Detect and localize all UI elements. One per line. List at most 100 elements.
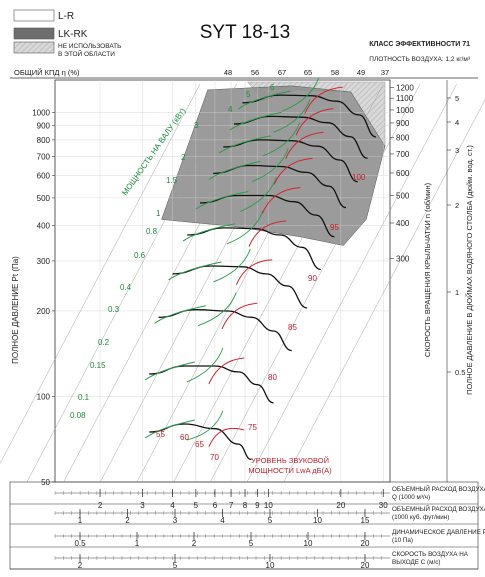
power-value: 0.08 xyxy=(70,411,86,420)
y-tick-label: 500 xyxy=(37,194,51,203)
power-value: 0.8 xyxy=(146,227,158,236)
scale-tick-label: 15 xyxy=(361,516,370,525)
efficiency-axis-label: ОБЩИЙ КПД η (%) xyxy=(14,68,80,77)
noise-value: 70 xyxy=(210,453,219,462)
scale-label-2: (10 Па) xyxy=(392,537,413,544)
y-tick-label: 400 xyxy=(37,221,51,230)
power-curves xyxy=(144,77,320,441)
y-tick-label: 700 xyxy=(37,152,51,161)
power-value: 0.6 xyxy=(134,251,146,260)
noise-value: 80 xyxy=(268,373,277,382)
power-value: 0.3 xyxy=(108,305,120,314)
power-curve xyxy=(186,347,224,383)
noise-curve xyxy=(248,220,287,247)
scale-tick-label: 5 xyxy=(194,501,199,510)
y-axis: 50 100 200 300 400 500 600 700 800 900 1000 xyxy=(32,108,55,487)
scale-tick-label: 5 xyxy=(249,539,254,548)
power-value: 0.4 xyxy=(120,283,132,292)
power-curve xyxy=(186,410,224,441)
power-value: 4 xyxy=(228,105,233,114)
inch-tick-label: 1 xyxy=(455,288,459,297)
efficiency-tick: 48 xyxy=(224,68,232,77)
power-value: 3 xyxy=(194,121,199,130)
power-curve xyxy=(208,161,261,180)
power-curve xyxy=(168,261,222,281)
scale-tick-label: 3 xyxy=(173,516,178,525)
fan-curve-1200 xyxy=(242,94,377,138)
air-density: ПЛОТНОСТЬ ВОЗДУХА: 1,2 кг/м³ xyxy=(369,56,471,63)
fan-curve-600 xyxy=(172,265,308,309)
power-curve xyxy=(213,248,251,283)
noise-axis-label-2: МОЩНОСТИ LwA дБ(А) xyxy=(248,466,332,475)
rpm-tick-label: 900 xyxy=(396,119,410,128)
power-curve xyxy=(197,292,237,327)
inch-tick-label: 5 xyxy=(455,94,459,103)
y-tick-label: 300 xyxy=(37,257,51,266)
legend-label-lr: L-R xyxy=(58,11,74,22)
scale-tick-label: 10 xyxy=(313,516,322,525)
legend-swatch-white xyxy=(13,9,55,22)
system-line xyxy=(26,83,237,483)
scale-tick-label: 30 xyxy=(379,501,388,510)
scale-label-2: (1000 куб. фут/мин) xyxy=(392,513,449,521)
scale-tick-label: 10 xyxy=(304,539,313,548)
legend-label-hatched: НЕ ИСПОЛЬЗОВАТЬ xyxy=(58,43,121,50)
scale-tick-label: 3 xyxy=(140,501,145,510)
scale-tick-label: 20 xyxy=(361,539,370,548)
power-value: 2 xyxy=(181,153,186,162)
scale-tick-label: 10 xyxy=(266,561,275,570)
noise-value: 65 xyxy=(195,440,204,449)
noise-value: 55 xyxy=(156,430,165,439)
noise-value: 60 xyxy=(180,433,189,442)
efficiency-tick: 67 xyxy=(278,68,286,77)
scale-tick-label: 2 xyxy=(78,561,83,570)
rpm-axis-label: СКОРОСТЬ ВРАЩЕНИЯ КРЫЛЬЧАТКИ n (об/мин) xyxy=(423,182,432,357)
system-line xyxy=(283,99,485,483)
noise-value: 85 xyxy=(288,323,297,332)
y-tick-label: 1000 xyxy=(32,108,50,117)
power-curve xyxy=(182,223,235,242)
rpm-tick-label: 700 xyxy=(396,150,410,159)
scale-label: СКОРОСТЬ ВОЗДУХА НА xyxy=(392,551,469,558)
rpm-tick-label: 300 xyxy=(396,254,410,263)
noise-value: 90 xyxy=(308,274,317,283)
rpm-tick-label: 1200 xyxy=(396,83,414,92)
power-value: 0.2 xyxy=(98,338,110,347)
grid-lines xyxy=(55,80,390,483)
efficiency-tick: 37 xyxy=(381,68,389,77)
system-line xyxy=(246,83,457,483)
y-tick-label: 50 xyxy=(41,478,50,487)
efficiency-tick: 49 xyxy=(357,68,365,77)
scale-label-2: Q (1000 м³/ч) xyxy=(392,494,430,501)
chart-title: SYT 18-13 xyxy=(200,22,290,43)
noise-curves xyxy=(208,86,343,447)
power-curve xyxy=(226,210,264,245)
y-tick-label: 200 xyxy=(37,307,51,316)
noise-curve xyxy=(295,108,334,136)
legend-swatch-dark xyxy=(13,27,55,40)
scale-tick-label: 1 xyxy=(78,516,83,525)
power-value: 5 xyxy=(246,90,251,99)
y-tick-label: 100 xyxy=(37,392,51,401)
system-line xyxy=(63,83,274,483)
power-value: 0.15 xyxy=(90,361,106,370)
noise-curve xyxy=(235,259,273,286)
scale-tick-label: 4 xyxy=(170,501,175,510)
power-curve xyxy=(238,90,291,110)
rpm-tick-label: 1000 xyxy=(396,106,414,115)
power-curve xyxy=(219,135,271,154)
rpm-tick-label: 800 xyxy=(396,133,410,142)
efficiency-tick: 58 xyxy=(331,68,339,77)
rpm-tick-label: 600 xyxy=(396,169,410,178)
fan-curve-900 xyxy=(213,164,347,209)
scale-label-2: ВЫХОДЕ С (м/с) xyxy=(392,559,440,566)
y-tick-label: 900 xyxy=(37,121,51,130)
inch-tick-label: 0.5 xyxy=(455,368,465,377)
scale-label: ДИНАМИЧЕСКОЕ ДАВЛЕНИЕ Pd xyxy=(392,529,485,536)
inch-axis: 5 4 3 2 1 0.5 xyxy=(446,80,465,482)
scale-tick-label: 1 xyxy=(135,539,140,548)
power-value: 6 xyxy=(270,83,275,92)
efficiency-tick: 65 xyxy=(304,68,312,77)
scale-tick-label: 8 xyxy=(243,501,248,510)
